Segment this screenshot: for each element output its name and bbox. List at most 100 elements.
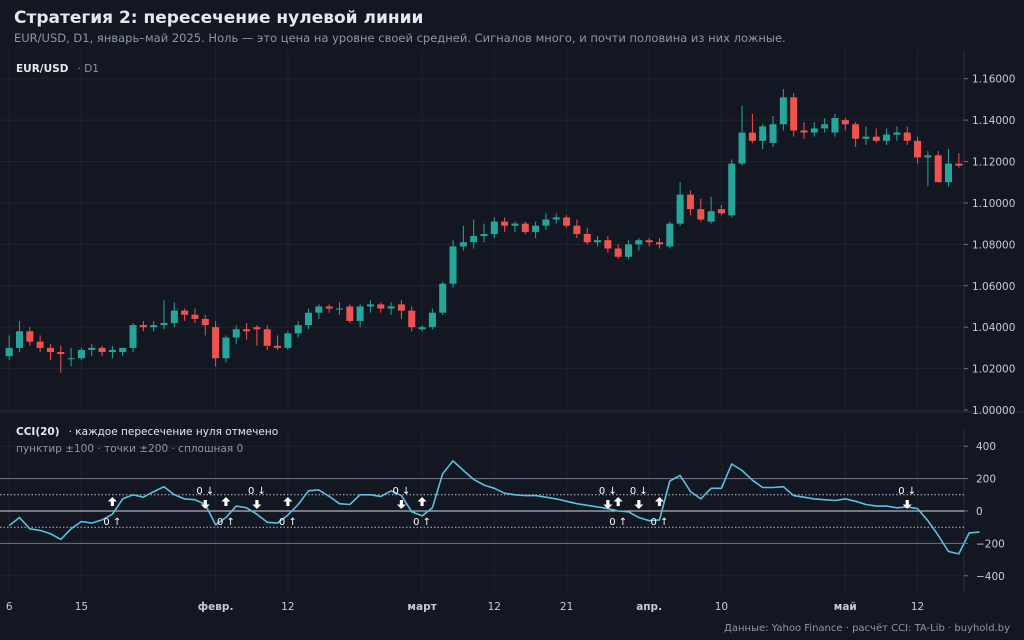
price-tick-label: 1.12000: [972, 157, 1015, 169]
candle-body: [521, 223, 529, 232]
signal-label: 0 ↑: [609, 517, 627, 528]
signal-label: 0 ↓: [599, 486, 617, 497]
signal-label: 0 ↑: [217, 517, 235, 528]
candle: [315, 304, 323, 319]
candle-body: [614, 248, 622, 257]
down-arrow-icon: [634, 500, 644, 509]
candle-body: [449, 246, 457, 284]
chart-canvas: 0 ↑ 0 ↓ 0 ↑ 0 ↓ 0 ↑ 0 ↓ 0 ↑ 0 ↓ 0 ↑ 0 ↓ 0 ↑ 0 ↓ 1.0…: [0, 50, 1024, 613]
x-tick-label: 12: [488, 601, 501, 613]
down-arrow-icon: [200, 500, 210, 509]
candle-body: [274, 345, 282, 348]
candle: [852, 122, 860, 148]
candle-body: [924, 155, 932, 158]
down-arrow-icon: [396, 500, 406, 509]
candle: [542, 213, 550, 230]
candle-body: [108, 349, 116, 353]
x-tick-label: 12: [911, 601, 924, 613]
candle: [790, 93, 798, 137]
up-arrow-icon: [107, 497, 117, 506]
candle: [108, 345, 116, 359]
candle: [201, 314, 209, 336]
price-tick-label: 1.04000: [972, 322, 1015, 334]
candle: [150, 320, 158, 332]
candle: [903, 126, 911, 145]
candle: [88, 343, 96, 357]
candle: [872, 128, 880, 143]
price-candles: [5, 89, 963, 373]
candle-body: [15, 331, 23, 348]
candle: [501, 217, 509, 232]
candle: [655, 238, 663, 249]
up-arrow-icon: [221, 497, 231, 506]
candle: [841, 118, 849, 131]
signal-marker: 0 ↑: [413, 497, 431, 528]
candle: [26, 327, 34, 346]
price-y-axis: 1.00000 1.02000 1.04000 1.06000 1.08000 1.100…: [964, 74, 1015, 417]
candle: [15, 320, 23, 353]
price-tick-label: 1.10000: [972, 198, 1015, 210]
candle-body: [831, 118, 839, 133]
candle-body: [170, 310, 178, 324]
candle-body: [150, 325, 158, 328]
candle-body: [841, 120, 849, 125]
candle: [779, 89, 787, 131]
candle-body: [335, 308, 343, 310]
signal-marker: 0 ↓: [630, 486, 648, 509]
candle: [428, 308, 436, 330]
candle: [335, 302, 343, 315]
candle-body: [532, 225, 540, 232]
candle-body: [594, 240, 602, 243]
candle-body: [418, 327, 426, 330]
candle: [583, 227, 591, 245]
candle-body: [676, 194, 684, 224]
candle: [356, 304, 364, 328]
candle-body: [57, 352, 65, 355]
signal-label: 0 ↑: [103, 517, 121, 528]
candle: [511, 221, 519, 232]
candle: [449, 240, 457, 288]
candle-body: [914, 140, 922, 158]
candle: [5, 335, 13, 361]
candle-body: [470, 236, 478, 243]
candle: [305, 308, 313, 330]
candle-body: [77, 349, 85, 359]
candle: [129, 323, 137, 353]
candle-body: [862, 136, 870, 139]
candle: [139, 320, 147, 332]
candle: [325, 304, 333, 313]
x-tick-label: 10: [715, 601, 728, 613]
cci-levels: [0, 478, 964, 544]
up-arrow-icon: [283, 497, 293, 506]
candle-body: [356, 306, 364, 321]
candle-body: [945, 163, 953, 183]
candle-body: [955, 163, 963, 166]
candle: [945, 149, 953, 187]
candle: [284, 331, 292, 350]
signal-marker: 0 ↓: [392, 486, 410, 509]
candle-body: [253, 327, 261, 330]
price-panel-label: EUR/USD · D1: [16, 57, 99, 76]
data-source-footer: Данные: Yahoo Finance · расчёт CCI: TA-L…: [724, 623, 1010, 634]
candle-body: [408, 310, 416, 328]
candle-body: [872, 136, 880, 141]
candle: [36, 335, 44, 353]
candle-body: [852, 124, 860, 139]
x-tick-label: март: [407, 601, 437, 613]
candle-body: [903, 132, 911, 141]
x-tick-label: 21: [560, 601, 573, 613]
candle: [480, 223, 488, 243]
candle: [924, 151, 932, 187]
candle-body: [563, 217, 571, 226]
x-tick-label: май: [834, 601, 857, 613]
candle-body: [439, 283, 447, 313]
candle-body: [46, 347, 54, 353]
candle: [666, 221, 674, 249]
candle: [862, 126, 870, 145]
candle-body: [728, 163, 736, 216]
candle: [222, 335, 230, 363]
up-arrow-icon: [613, 497, 623, 506]
cci-panel-label: CCI(20) · каждое пересечение нуля отмече…: [16, 420, 278, 439]
candle: [181, 308, 189, 321]
candle-body: [26, 331, 34, 342]
